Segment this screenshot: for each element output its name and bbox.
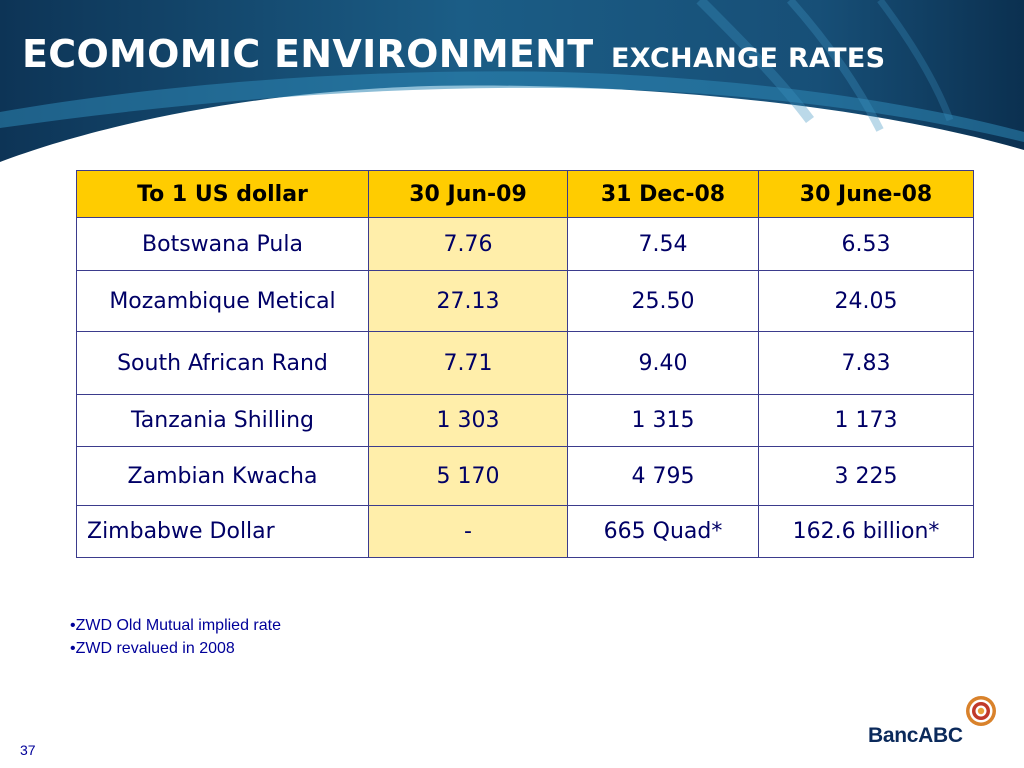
table-row: Mozambique Metical 27.13 25.50 24.05 xyxy=(76,270,974,332)
title-subtitle: EXCHANGE RATES xyxy=(611,43,886,74)
table-row: Tanzania Shilling 1 303 1 315 1 173 xyxy=(76,394,974,447)
table-row: Botswana Pula 7.76 7.54 6.53 xyxy=(76,217,974,271)
currency-cell: Zimbabwe Dollar xyxy=(76,505,369,558)
rate-cell-dec08: 7.54 xyxy=(567,217,759,271)
page-number: 37 xyxy=(20,742,36,758)
logo-wordmark: BancABC xyxy=(868,724,963,747)
banc-abc-logo: BancABC xyxy=(866,694,1006,754)
table-row: Zimbabwe Dollar - 665 Quad* 162.6 billio… xyxy=(76,505,974,558)
rate-cell-jun09: 5 170 xyxy=(368,446,568,506)
table-row: Zambian Kwacha 5 170 4 795 3 225 xyxy=(76,446,974,506)
rate-cell-jun08: 7.83 xyxy=(758,331,974,395)
currency-cell: Botswana Pula xyxy=(76,217,369,271)
rate-cell-jun08: 1 173 xyxy=(758,394,974,447)
currency-cell: Tanzania Shilling xyxy=(76,394,369,447)
rate-cell-jun09: 1 303 xyxy=(368,394,568,447)
rate-cell-dec08: 665 Quad* xyxy=(567,505,759,558)
header-dec08: 31 Dec-08 xyxy=(567,170,759,218)
rate-cell-jun09: - xyxy=(368,505,568,558)
footnote-item: •ZWD revalued in 2008 xyxy=(70,640,235,657)
rate-cell-dec08: 1 315 xyxy=(567,394,759,447)
footnotes: •ZWD Old Mutual implied rate •ZWD revalu… xyxy=(70,614,281,660)
rate-cell-jun09: 7.71 xyxy=(368,331,568,395)
header-banner xyxy=(0,0,1024,162)
currency-cell: Zambian Kwacha xyxy=(76,446,369,506)
rate-cell-jun08: 24.05 xyxy=(758,270,974,332)
header-currency: To 1 US dollar xyxy=(76,170,369,218)
concentric-circles-logo-icon xyxy=(966,696,996,726)
title-main: ECOMOMIC ENVIRONMENT xyxy=(22,32,594,76)
rate-cell-dec08: 25.50 xyxy=(567,270,759,332)
table-row: South African Rand 7.71 9.40 7.83 xyxy=(76,331,974,395)
rate-cell-jun09: 27.13 xyxy=(368,270,568,332)
rate-cell-dec08: 9.40 xyxy=(567,331,759,395)
rate-cell-jun08: 3 225 xyxy=(758,446,974,506)
currency-cell: Mozambique Metical xyxy=(76,270,369,332)
currency-cell: South African Rand xyxy=(76,331,369,395)
rate-cell-dec08: 4 795 xyxy=(567,446,759,506)
footnote-item: •ZWD Old Mutual implied rate xyxy=(70,617,281,634)
rate-cell-jun09: 7.76 xyxy=(368,217,568,271)
header-jun08: 30 June-08 xyxy=(758,170,974,218)
exchange-rates-table: To 1 US dollar 30 Jun-09 31 Dec-08 30 Ju… xyxy=(76,170,974,558)
header-jun09: 30 Jun-09 xyxy=(368,170,568,218)
slide-title: ECOMOMIC ENVIRONMENT EXCHANGE RATES xyxy=(22,30,885,83)
rate-cell-jun08: 162.6 billion* xyxy=(758,505,974,558)
rate-cell-jun08: 6.53 xyxy=(758,217,974,271)
table-header-row: To 1 US dollar 30 Jun-09 31 Dec-08 30 Ju… xyxy=(76,170,974,218)
